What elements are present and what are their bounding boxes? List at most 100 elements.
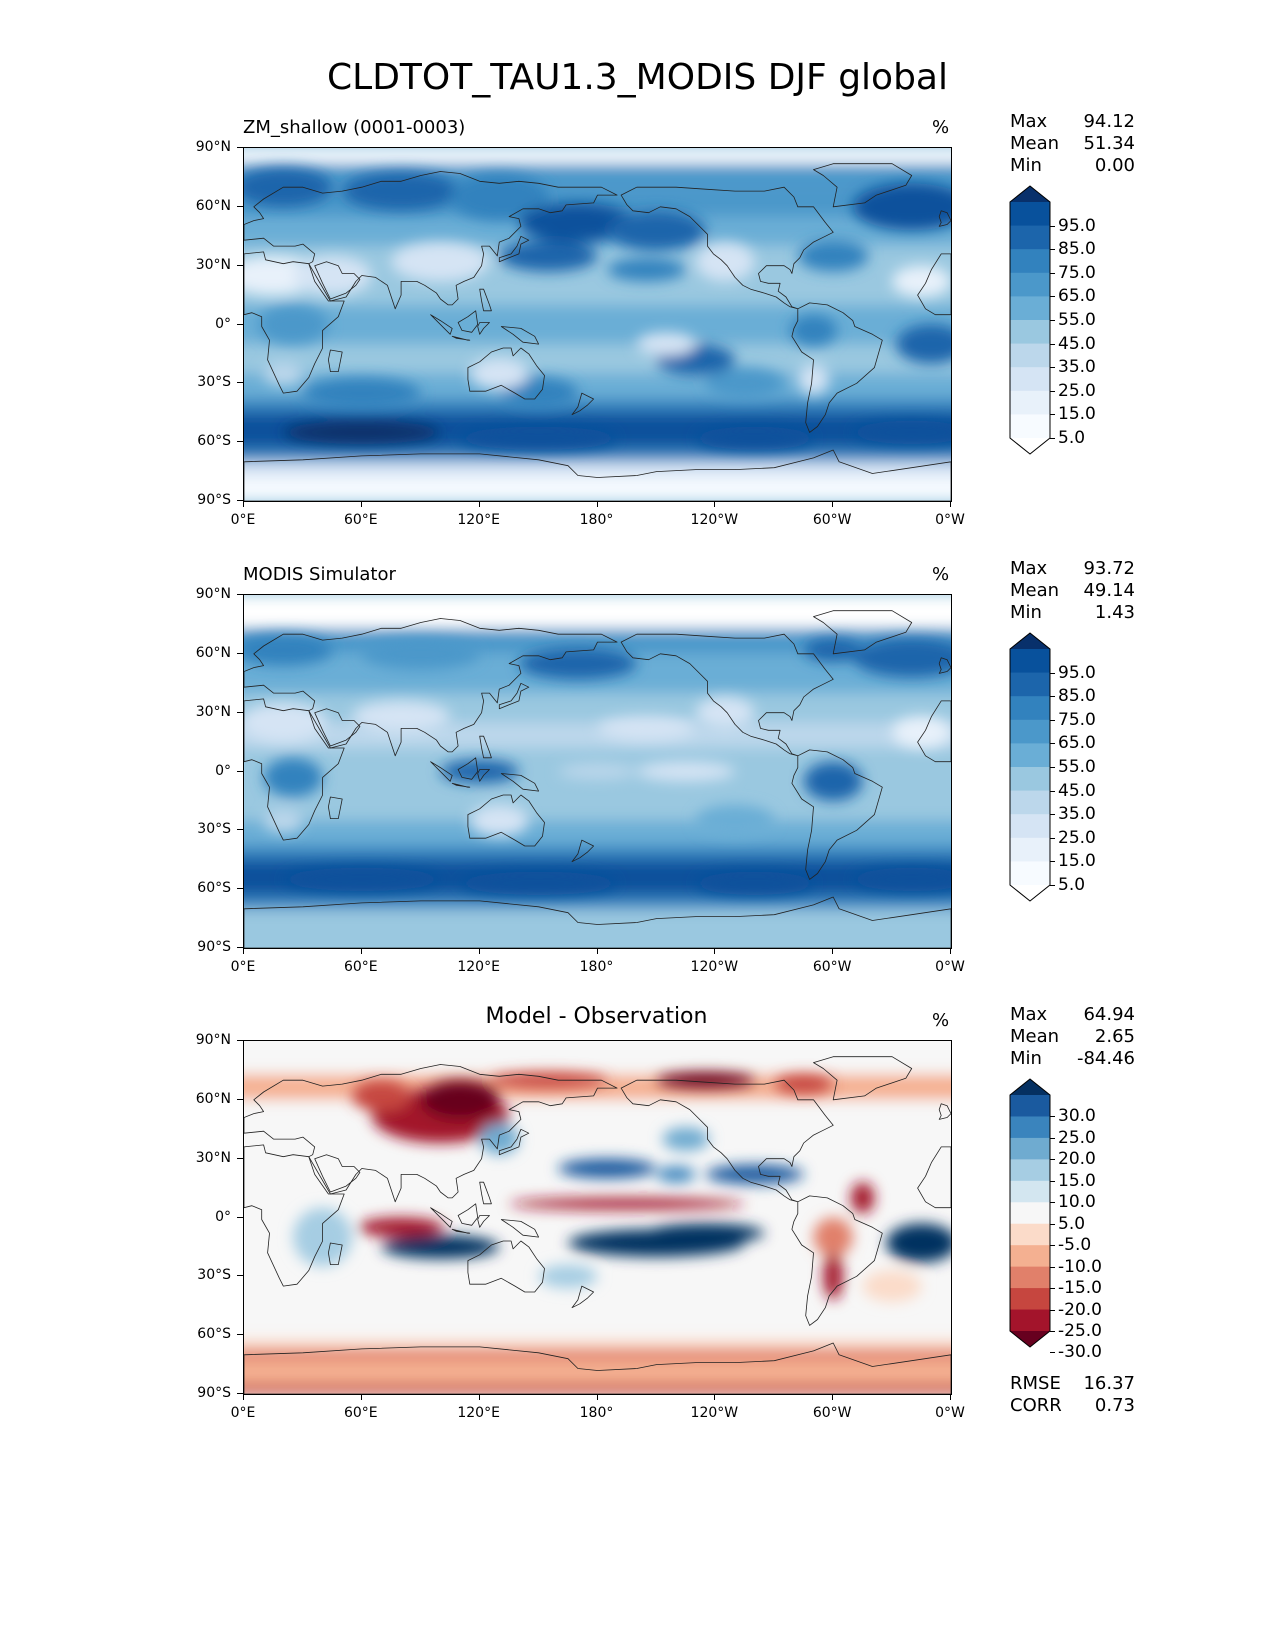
colorbar-extend-min — [1010, 438, 1050, 454]
field-blob — [797, 363, 830, 396]
colorbar-tick — [1050, 1266, 1055, 1268]
field-layer — [244, 167, 951, 451]
colorbar-tick — [1050, 320, 1055, 321]
field-blob — [662, 1127, 710, 1151]
lat-tick-label: 30°N — [195, 256, 231, 273]
lon-tick-mark — [596, 1394, 598, 1400]
field-band — [244, 595, 951, 629]
colorbar-segment — [1010, 225, 1050, 250]
lat-tick-label: 30°S — [197, 374, 231, 391]
field-blob — [892, 716, 951, 748]
lat-tick-mark — [237, 1393, 243, 1394]
colorbar-tick — [1050, 1223, 1055, 1225]
stat-name: Max — [1010, 558, 1048, 579]
lat-tick-label: 90°S — [197, 1385, 231, 1401]
lat-tick-mark — [237, 888, 243, 890]
colorbar-label: 10.0 — [1058, 1192, 1096, 1213]
colorbar-label: 55.0 — [1058, 310, 1096, 330]
lat-tick-mark — [237, 1157, 243, 1159]
lat-tick-label: 60°S — [197, 1326, 231, 1343]
field-band — [244, 1099, 951, 1340]
field-blob — [293, 255, 372, 296]
lat-tick-label: 60°N — [195, 197, 231, 214]
coastline — [314, 708, 361, 747]
stats-block: Max 94.12 Mean 51.34 Min 0.00 — [1010, 111, 1135, 177]
field-blob — [607, 210, 706, 250]
colorbar-tick — [1050, 1352, 1055, 1354]
field-blob — [283, 867, 441, 892]
field-band — [244, 1339, 951, 1349]
field-blob — [440, 759, 519, 784]
lat-tick-mark — [237, 1098, 243, 1100]
coastline — [498, 682, 530, 710]
panel-title: MODIS Simulator — [243, 564, 396, 585]
colorbar-segment — [1010, 1116, 1050, 1139]
colorbar-label: 25.0 — [1058, 380, 1096, 401]
lat-tick-label: 60°N — [195, 1090, 231, 1107]
lon-tick-mark — [714, 1394, 716, 1400]
coastline — [314, 261, 361, 300]
lat-tick-label: 0° — [215, 762, 231, 779]
colorbar-tick — [1050, 1245, 1055, 1247]
field-blob — [342, 171, 461, 211]
field-blob — [518, 647, 637, 680]
lat-tick-mark — [237, 1040, 243, 1041]
lon-tick-mark — [950, 948, 951, 954]
lat-tick-mark — [237, 770, 243, 772]
lat-tick-label: 60°S — [197, 880, 231, 897]
field-blob — [518, 202, 637, 243]
map-panel-3: Model - Observation% 90°N 60°N 30°N 0° 30°S 60… — [0, 0, 1275, 1421]
stat-value: -84.46 — [1076, 1048, 1135, 1069]
colorbar-segment — [1010, 814, 1050, 839]
field-blob — [892, 265, 951, 298]
field-blob — [803, 761, 863, 801]
coastline — [457, 1203, 479, 1226]
stat-name: Mean — [1010, 133, 1060, 154]
field-blob — [469, 357, 529, 390]
coastline — [571, 392, 594, 416]
field-blob — [852, 867, 951, 892]
field-blob — [695, 696, 755, 729]
field-blob — [774, 1074, 834, 1094]
lon-tick-label: 60°W — [812, 959, 852, 975]
field-blob — [538, 1264, 598, 1289]
colorbar-label: 30.0 — [1058, 1106, 1096, 1127]
coastline — [498, 235, 530, 263]
field-blob — [283, 420, 441, 445]
field-band — [244, 448, 951, 462]
colorbar-tick — [1050, 743, 1055, 745]
lon-tick-mark — [478, 1394, 480, 1400]
lon-tick-label: 0°E — [230, 959, 256, 975]
colorbar-segment — [1010, 1159, 1050, 1182]
field-blob — [381, 1235, 500, 1259]
coastline — [244, 449, 951, 501]
field-blob — [257, 304, 329, 345]
colorbar-extend-max — [1010, 633, 1050, 649]
lat-tick-mark — [237, 264, 243, 266]
field-blob — [797, 240, 869, 272]
panel-unit: % — [932, 117, 950, 138]
coastline — [314, 1154, 361, 1193]
field-blob — [695, 804, 775, 837]
panel-title: Model - Observation — [485, 1004, 708, 1029]
colorbar-label: 5.0 — [1058, 1213, 1086, 1234]
colorbar-tick — [1050, 438, 1055, 439]
field-blob — [597, 716, 696, 741]
coastline — [457, 757, 479, 780]
colorbar-label: 5.0 — [1058, 875, 1086, 895]
panel-unit: % — [932, 1010, 950, 1031]
colorbar-label: 55.0 — [1058, 757, 1096, 777]
field-blob — [636, 332, 696, 356]
colorbar-label: -15.0 — [1058, 1278, 1102, 1299]
colorbar-segment — [1010, 414, 1050, 439]
lat-tick-mark — [237, 652, 243, 654]
field-band — [244, 722, 951, 748]
stat-value: 0.00 — [1094, 155, 1135, 176]
field-blob — [789, 314, 838, 347]
colorbar — [1009, 1078, 1051, 1352]
lon-tick-mark — [950, 501, 951, 507]
coastline — [571, 839, 594, 863]
band-layer — [244, 1041, 951, 1394]
colorbar-tick — [1050, 414, 1055, 416]
field-layer — [293, 1072, 951, 1302]
